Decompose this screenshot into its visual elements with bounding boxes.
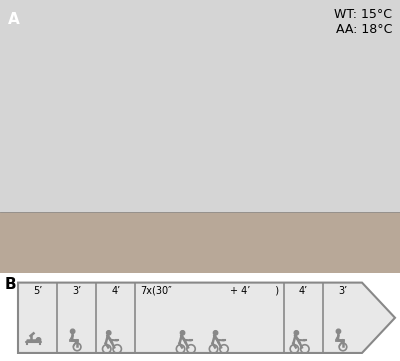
Circle shape [213,331,218,335]
Text: + 4’        ): + 4’ ) [230,286,279,296]
Circle shape [336,329,341,334]
Text: 3’: 3’ [338,286,347,296]
Circle shape [180,331,185,335]
Text: WT: 15°C: WT: 15°C [334,8,392,21]
Circle shape [70,329,75,334]
Text: 3’: 3’ [72,286,81,296]
Text: 4’: 4’ [111,286,120,296]
Text: 4’: 4’ [299,286,308,296]
Polygon shape [18,283,395,353]
Text: AA: 18°C: AA: 18°C [336,23,392,36]
Text: B: B [5,277,17,292]
Circle shape [106,331,111,335]
Circle shape [294,331,298,335]
Text: A: A [8,12,20,27]
Text: 7x(30″: 7x(30″ [140,286,172,296]
Circle shape [36,338,41,342]
Text: 5’: 5’ [33,286,42,296]
Bar [0,212,400,273]
